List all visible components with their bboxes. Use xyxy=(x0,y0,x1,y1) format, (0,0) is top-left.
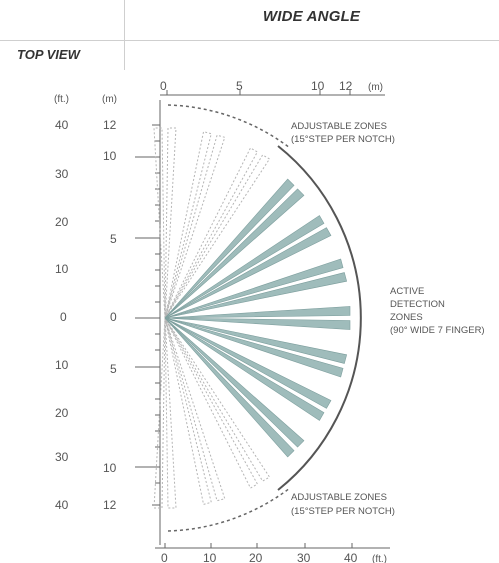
active-note-line4: (90° WIDE 7 FINGER) xyxy=(390,325,485,336)
adjustable-zones-bottom-line2: (15°STEP PER NOTCH) xyxy=(291,506,395,517)
top-tick-label-10: 10 xyxy=(311,79,325,93)
active-detection-fingers xyxy=(164,178,351,458)
adjustable-zone-fingers xyxy=(153,127,271,509)
bottom-tick-label-40: 40 xyxy=(344,551,358,563)
active-finger xyxy=(164,215,332,319)
active-finger xyxy=(164,258,348,319)
active-detection-note: ACTIVE DETECTION ZONES (90° WIDE 7 FINGE… xyxy=(390,286,485,336)
ft-label-30-bottom: 30 xyxy=(55,450,69,464)
view-label: TOP VIEW xyxy=(17,47,80,62)
adjustable-finger xyxy=(153,317,177,509)
m-label-10-top: 10 xyxy=(103,149,117,163)
bottom-tick-label-10: 10 xyxy=(203,551,217,563)
top-tick-label-12: 12 xyxy=(339,79,353,93)
ft-label-20-top: 20 xyxy=(55,215,69,229)
top-tick-label-0: 0 xyxy=(160,79,167,93)
vertical-axis-ticks xyxy=(135,124,160,506)
bottom-tick-label-0: 0 xyxy=(161,551,168,563)
ft-label-10-bottom: 10 xyxy=(55,358,69,372)
bottom-tick-label-20: 20 xyxy=(249,551,263,563)
adjustable-finger xyxy=(164,317,271,489)
active-finger xyxy=(164,178,305,319)
diagram-title: WIDE ANGLE xyxy=(262,8,361,25)
bottom-axis: 0 10 20 30 40 (ft.) xyxy=(155,543,390,563)
active-finger xyxy=(164,306,351,330)
active-note-line3: ZONES xyxy=(390,312,423,323)
header-divider-vertical xyxy=(124,0,125,40)
ft-label-40-bottom: 40 xyxy=(55,498,69,512)
ft-label-0: 0 xyxy=(60,310,67,324)
left-ft-unit: (ft.) xyxy=(54,94,69,105)
m-label-5-top: 5 xyxy=(110,232,117,246)
left-m-unit: (m) xyxy=(102,94,117,105)
m-label-12-bottom: 12 xyxy=(103,498,117,512)
active-zone-arc xyxy=(277,145,362,491)
vertical-axis xyxy=(135,100,161,545)
ft-label-20-bottom: 20 xyxy=(55,406,69,420)
m-label-10-bottom: 10 xyxy=(103,461,117,475)
ft-label-30-top: 30 xyxy=(55,167,69,181)
bottom-axis-unit: (ft.) xyxy=(372,554,387,563)
adjustable-zone-boundary-bottom xyxy=(167,487,291,532)
bottom-tick-label-30: 30 xyxy=(297,551,311,563)
adjustable-finger xyxy=(164,131,226,319)
active-note-line1: ACTIVE xyxy=(390,286,424,297)
view-label-divider xyxy=(124,40,125,70)
left-ft-scale: 40 30 20 10 0 10 20 30 40 xyxy=(55,118,69,512)
top-tick-label-5: 5 xyxy=(236,79,243,93)
active-finger xyxy=(164,317,305,458)
adjustable-finger xyxy=(164,147,271,319)
left-m-scale: 12 10 5 0 5 10 12 xyxy=(103,118,117,512)
m-label-5-bottom: 5 xyxy=(110,362,117,376)
adjustable-finger xyxy=(164,317,226,505)
adjustable-zones-bottom-note: ADJUSTABLE ZONES (15°STEP PER NOTCH) xyxy=(291,492,395,517)
header-divider-horizontal xyxy=(0,40,499,41)
adjustable-zones-top-note: ADJUSTABLE ZONES (15°STEP PER NOTCH) xyxy=(291,121,395,145)
m-label-12-top: 12 xyxy=(103,118,117,132)
ft-label-10-top: 10 xyxy=(55,262,69,276)
active-finger xyxy=(164,317,332,421)
adjustable-zones-top-line2: (15°STEP PER NOTCH) xyxy=(291,134,395,145)
active-finger xyxy=(164,317,348,378)
adjustable-zone-boundary-top xyxy=(167,104,291,149)
adjustable-zones-bottom-line1: ADJUSTABLE ZONES xyxy=(291,492,387,503)
ft-label-40-top: 40 xyxy=(55,118,69,132)
top-axis: 0 5 10 12 (m) xyxy=(160,79,385,96)
top-axis-unit: (m) xyxy=(368,82,383,93)
adjustable-zones-top-line1: ADJUSTABLE ZONES xyxy=(291,121,387,132)
adjustable-finger xyxy=(153,127,177,319)
active-note-line2: DETECTION xyxy=(390,299,445,310)
m-label-0: 0 xyxy=(110,310,117,324)
